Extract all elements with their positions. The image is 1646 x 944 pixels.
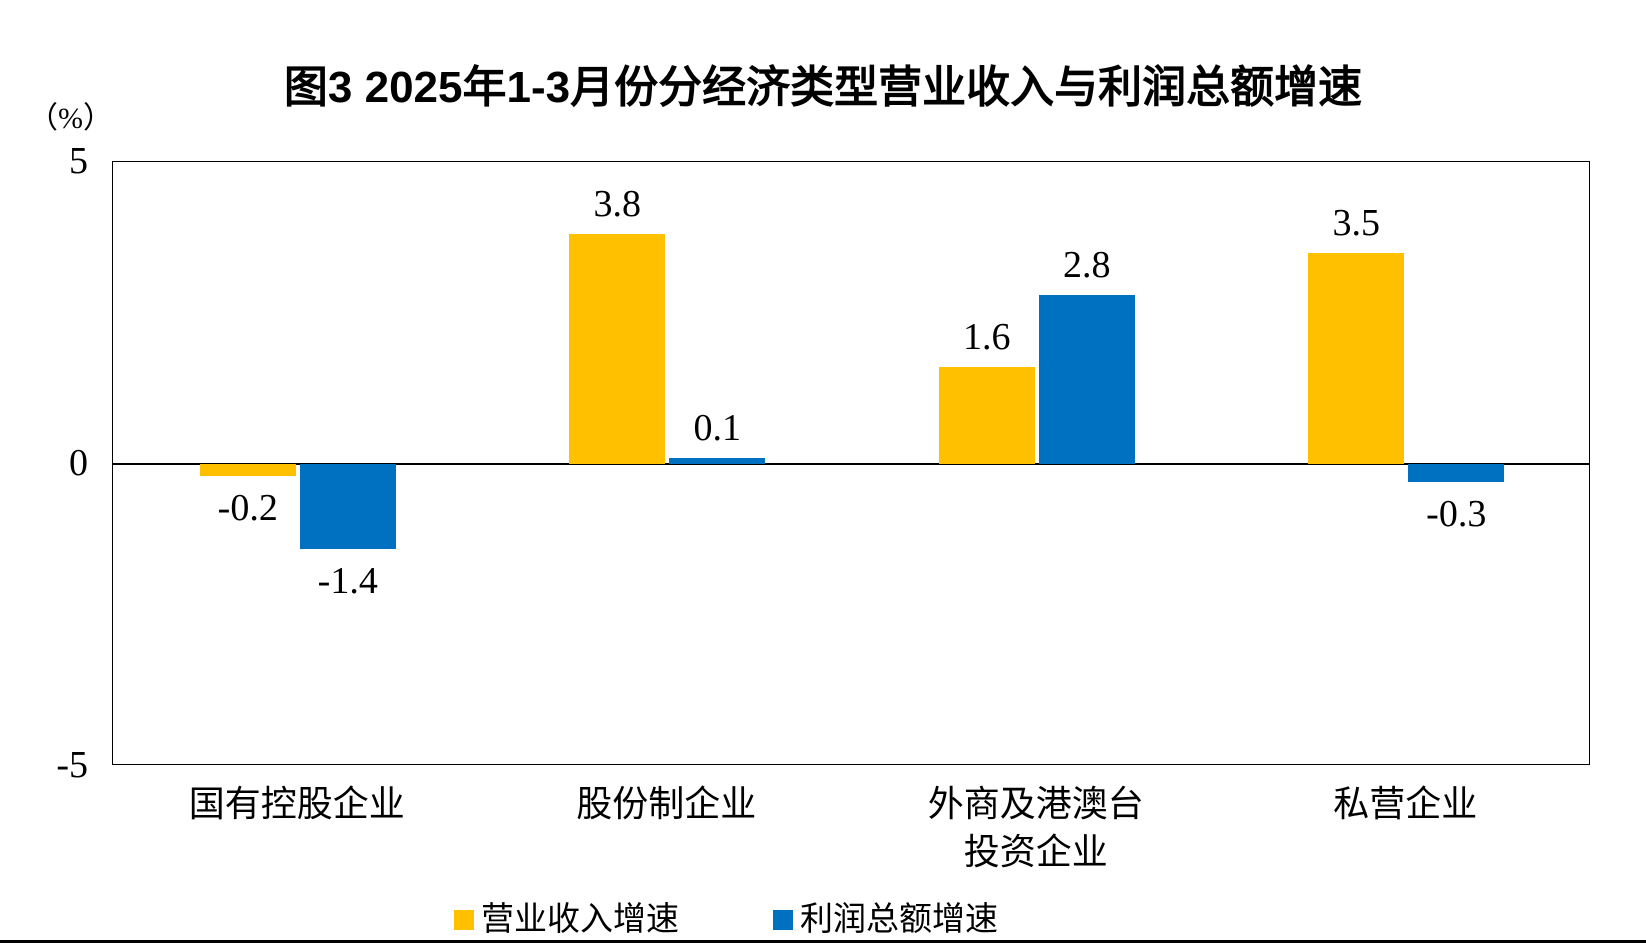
y-tick-label: -5 (56, 744, 88, 786)
bar (569, 234, 666, 464)
x-category-label: 股份制企业 (576, 784, 757, 824)
legend-label: 营业收入增速 (481, 902, 679, 938)
legend-item: 利润总额增速 (773, 902, 998, 938)
bar (669, 457, 766, 464)
legend: 营业收入增速 利润总额增速 (454, 902, 998, 938)
chart-title: 图3 2025年1-3月份分经济类型营业收入与利润总额增速 (283, 63, 1363, 112)
bar-value-label: -0.2 (217, 487, 278, 530)
x-category-label: 私营企业 (1333, 784, 1478, 824)
x-category-label: 国有控股企业 (188, 784, 405, 824)
legend-swatch-icon (773, 910, 793, 930)
bar-value-label: -1.4 (317, 559, 378, 602)
bar (1408, 464, 1505, 483)
zero-axis-line (113, 463, 1589, 465)
y-axis-unit-label: （%） (28, 102, 113, 135)
legend-item: 营业收入增速 (454, 902, 679, 938)
bar-value-label: -0.3 (1426, 493, 1487, 536)
legend-label: 利润总额增速 (800, 902, 998, 938)
y-tick-label: 0 (69, 442, 88, 484)
bar-value-label: 3.5 (1332, 201, 1381, 244)
bar (1038, 294, 1135, 464)
bar (299, 464, 396, 549)
bar-value-label: 3.8 (593, 183, 642, 226)
y-tick-label: 5 (69, 140, 88, 182)
bar (199, 464, 296, 477)
bar-value-label: 0.1 (693, 406, 742, 449)
bar (938, 367, 1035, 464)
bar-value-label: 1.6 (963, 316, 1011, 359)
bottom-rule (0, 940, 1646, 943)
bar-value-label: 2.8 (1063, 243, 1111, 286)
legend-swatch-icon (454, 910, 474, 930)
bar (1308, 252, 1405, 464)
x-category-label: 外商及港澳台 投资企业 (927, 784, 1144, 872)
plot-area: -0.2 -1.4 3.8 0.1 1.6 2.8 3.5 -0.3 (112, 161, 1590, 765)
